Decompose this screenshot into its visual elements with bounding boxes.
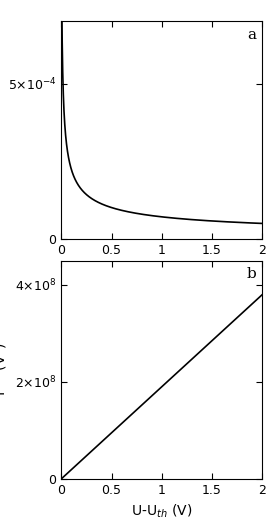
X-axis label: U-U$_{fb}$ (V): U-U$_{fb}$ (V) <box>131 263 192 280</box>
Y-axis label: Y (V$^{-1}$): Y (V$^{-1}$) <box>0 106 2 155</box>
Text: b: b <box>246 267 256 281</box>
Y-axis label: Y$^{-2}$ (V$^{2}$): Y$^{-2}$ (V$^{2}$) <box>0 342 9 397</box>
Text: a: a <box>247 28 256 42</box>
X-axis label: U-U$_{th}$ (V): U-U$_{th}$ (V) <box>131 502 193 520</box>
